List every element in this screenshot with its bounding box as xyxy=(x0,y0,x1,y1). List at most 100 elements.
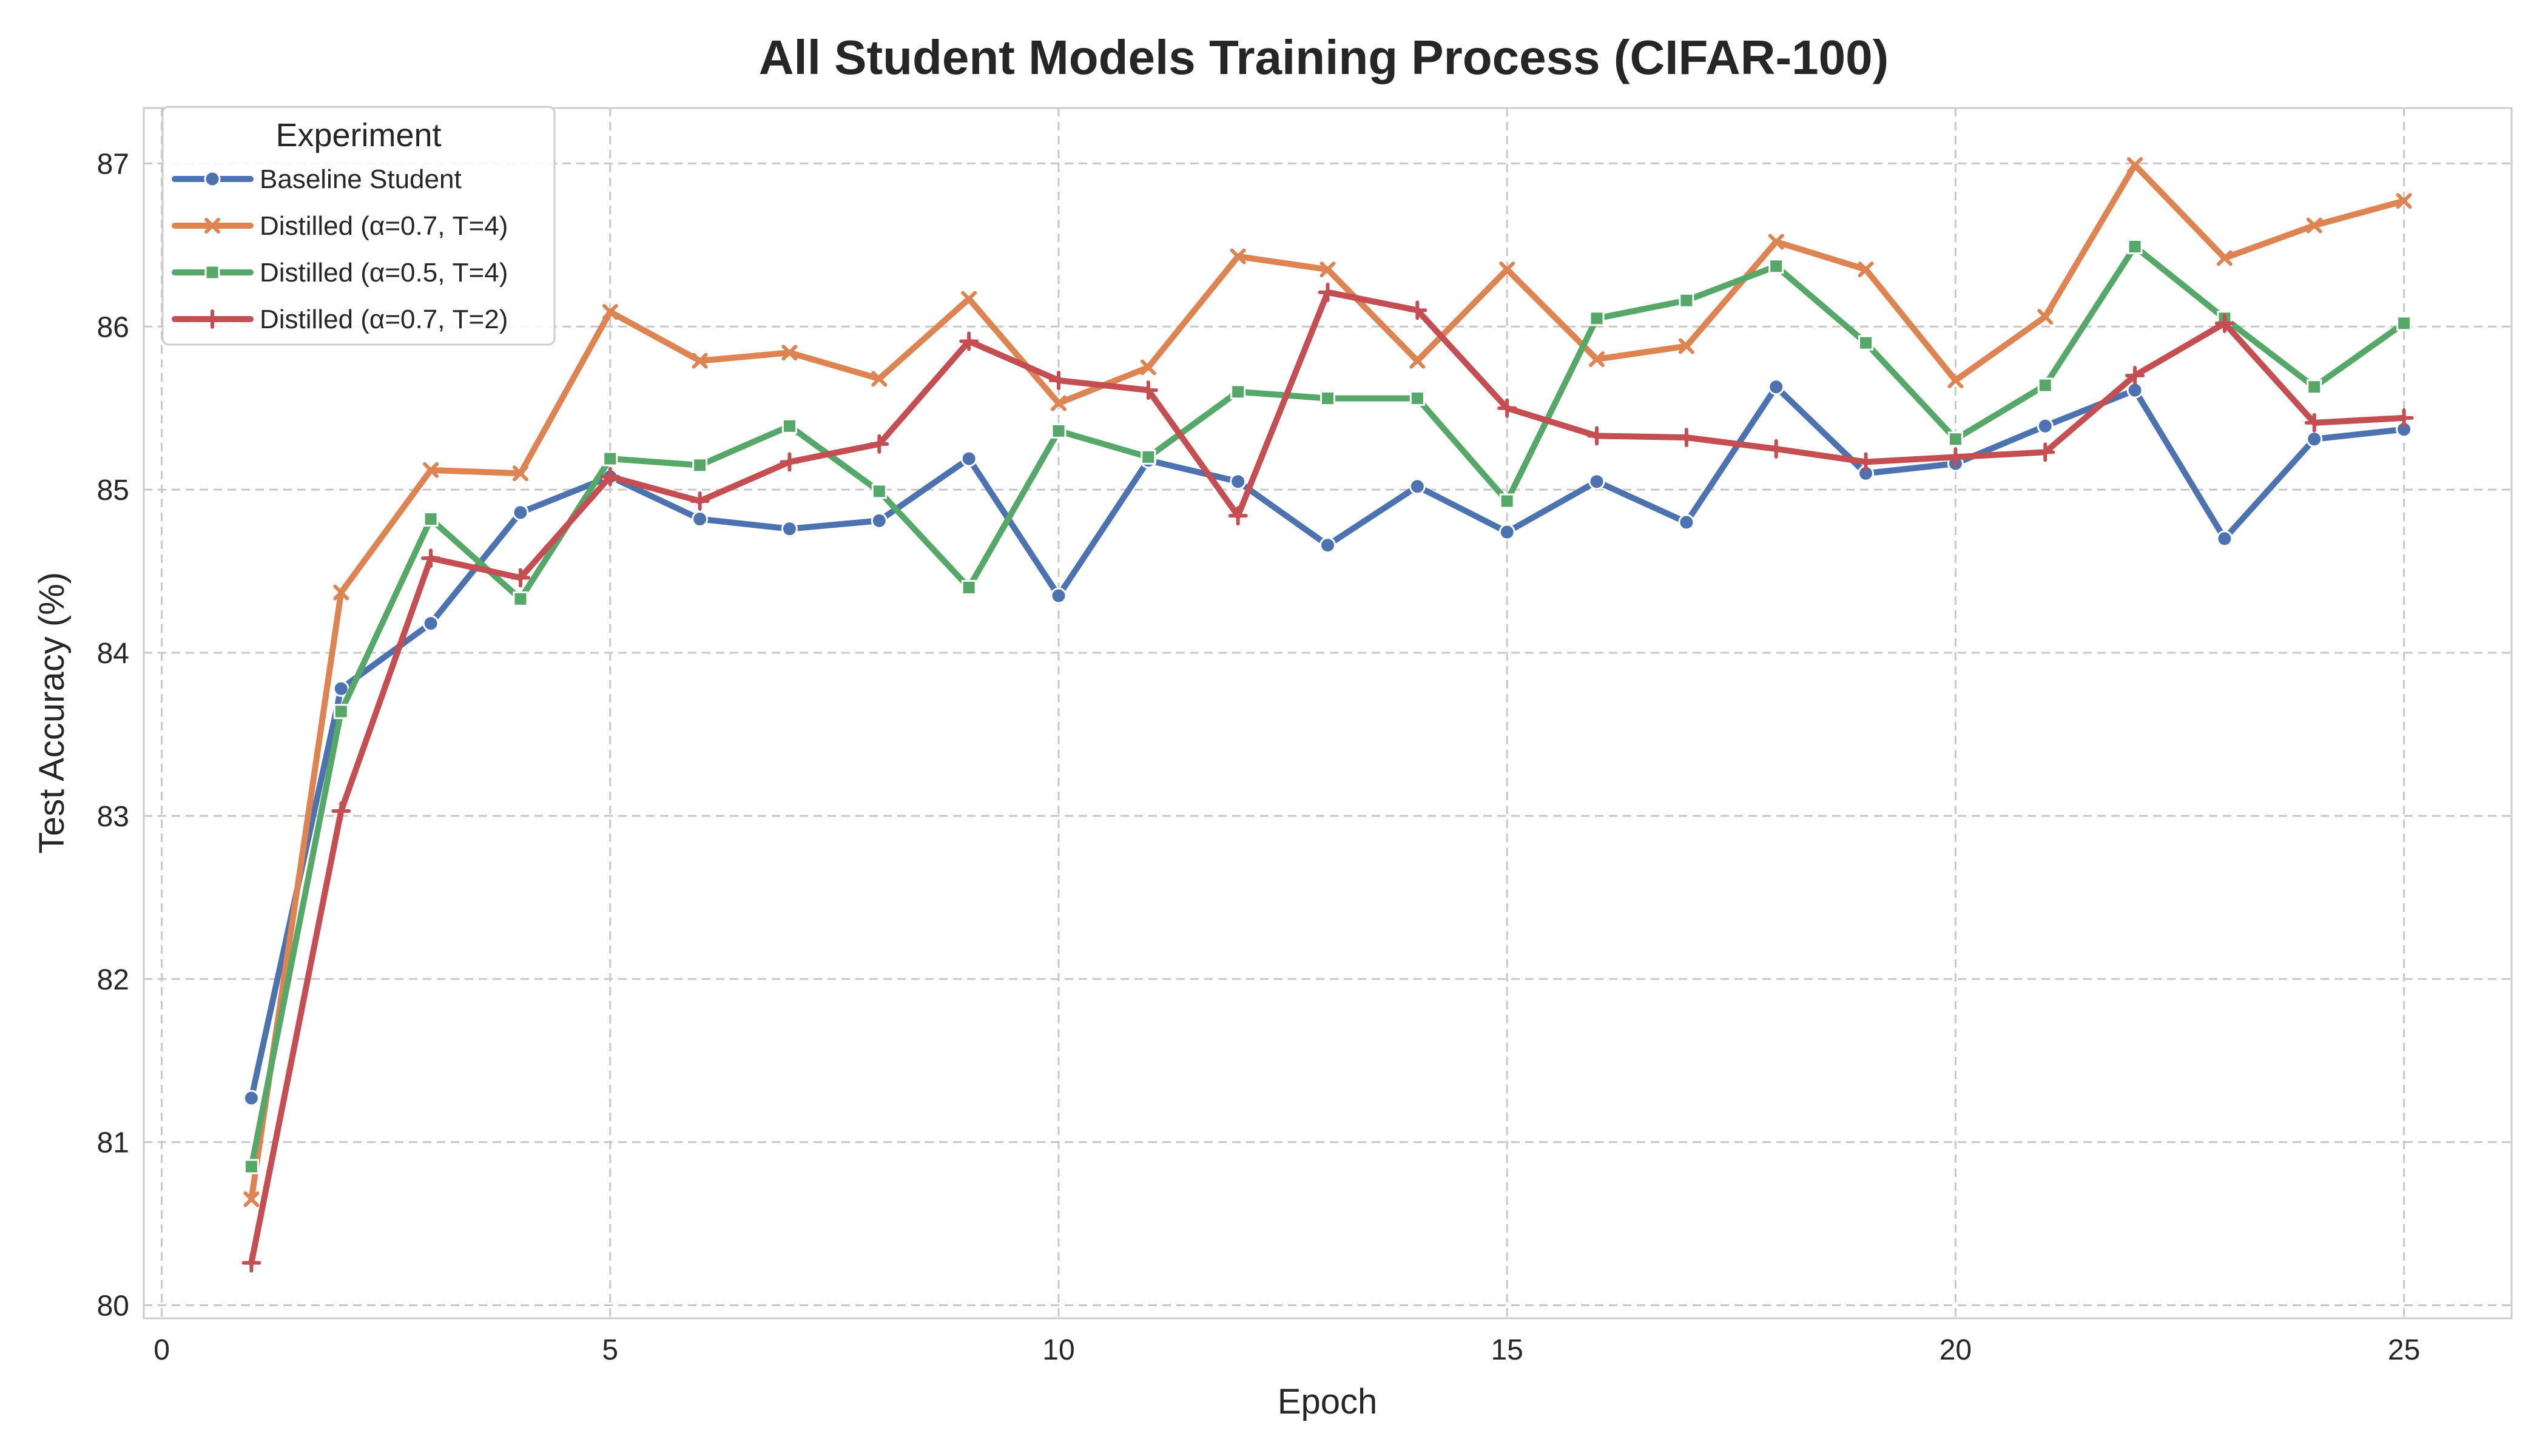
x-tick-label: 0 xyxy=(153,1334,170,1366)
data-point xyxy=(1678,514,1695,531)
data-point xyxy=(1858,261,1874,278)
legend-title: Experiment xyxy=(275,117,441,153)
legend-item: Distilled (α=0.5, T=4) xyxy=(172,258,508,288)
legend-item: Baseline Student xyxy=(172,164,462,194)
y-tick-label: 84 xyxy=(97,638,129,670)
series-line xyxy=(248,243,2407,1170)
series-4 xyxy=(241,282,2414,1273)
data-point xyxy=(1588,473,1605,490)
data-point xyxy=(2216,530,2233,547)
data-point xyxy=(2216,250,2233,266)
data-point xyxy=(1228,506,1248,526)
data-point xyxy=(1318,282,1338,302)
data-point xyxy=(1230,384,1246,400)
data-point xyxy=(2394,408,2414,428)
data-point xyxy=(510,568,530,588)
data-point xyxy=(422,615,439,632)
data-point xyxy=(692,352,708,369)
x-tick-label: 20 xyxy=(1940,1334,1972,1366)
data-point xyxy=(1050,587,1067,604)
data-point xyxy=(1230,473,1247,490)
data-point xyxy=(690,491,710,511)
data-point xyxy=(1678,338,1694,354)
legend-marker xyxy=(203,309,222,329)
legend-marker xyxy=(204,170,221,187)
x-axis-label: Epoch xyxy=(1278,1382,1377,1421)
data-point xyxy=(421,548,441,568)
data-point xyxy=(1499,261,1515,278)
data-point xyxy=(781,521,798,538)
legend-label: Baseline Student xyxy=(260,164,462,194)
series-1 xyxy=(243,379,2413,1107)
data-point xyxy=(692,511,709,528)
data-point xyxy=(2037,377,2053,393)
data-point xyxy=(1497,398,1517,418)
data-point xyxy=(871,512,888,529)
data-point xyxy=(1946,447,1966,467)
data-point xyxy=(1409,478,1426,495)
legend-label: Distilled (α=0.7, T=4) xyxy=(260,211,508,241)
data-point xyxy=(781,418,797,434)
data-point xyxy=(1230,248,1246,265)
data-point xyxy=(2396,315,2412,331)
data-point xyxy=(1587,426,1607,446)
data-point xyxy=(331,801,351,821)
legend: Experiment Baseline Student Distilled (α=0… xyxy=(161,106,556,346)
y-axis: 80 81 82 83 84 85 86 87 xyxy=(97,148,129,1322)
legend-item: Distilled (α=0.7, T=2) xyxy=(172,305,508,334)
data-point xyxy=(781,345,798,361)
y-tick-label: 86 xyxy=(97,311,129,343)
chart-title: All Student Models Training Process (CIF… xyxy=(759,30,1889,84)
data-point xyxy=(2035,442,2055,462)
data-point xyxy=(959,331,979,351)
legend-label: Distilled (α=0.7, T=2) xyxy=(260,305,508,334)
data-point xyxy=(243,1191,260,1207)
x-tick-label: 15 xyxy=(1491,1334,1523,1366)
data-point xyxy=(423,462,439,478)
data-point xyxy=(602,304,618,320)
data-point xyxy=(692,457,708,473)
data-point xyxy=(243,1159,259,1175)
data-point xyxy=(333,704,349,720)
data-point xyxy=(1676,428,1696,448)
x-tick-label: 5 xyxy=(602,1334,618,1366)
data-point xyxy=(602,451,618,467)
data-point xyxy=(1409,352,1426,369)
data-point xyxy=(2307,379,2322,395)
legend-marker xyxy=(204,265,220,280)
data-point xyxy=(1141,449,1156,465)
plot-area xyxy=(143,107,2513,1320)
data-point xyxy=(869,434,889,454)
data-point xyxy=(512,465,528,482)
data-point xyxy=(600,467,620,487)
y-axis-label: Test Accuracy (%) xyxy=(32,572,72,854)
data-point xyxy=(1858,335,1874,351)
data-point xyxy=(2127,239,2143,255)
data-point xyxy=(961,579,977,595)
x-tick-label: 10 xyxy=(1042,1334,1074,1366)
data-point xyxy=(2306,431,2323,448)
data-point xyxy=(1320,391,1335,406)
series-layer xyxy=(241,157,2414,1273)
data-point xyxy=(871,484,887,499)
data-point xyxy=(332,680,349,697)
y-tick-label: 80 xyxy=(97,1290,129,1322)
data-point xyxy=(961,291,977,307)
data-point xyxy=(780,452,800,472)
y-tick-label: 83 xyxy=(97,801,129,833)
series-2 xyxy=(243,157,2412,1207)
data-point xyxy=(1409,391,1425,406)
data-point xyxy=(243,1090,260,1107)
data-point xyxy=(1856,452,1876,472)
data-point xyxy=(333,584,349,601)
y-tick-label: 85 xyxy=(97,474,129,507)
data-point xyxy=(1679,292,1694,308)
data-point xyxy=(871,371,888,387)
data-point xyxy=(2037,309,2054,325)
data-point xyxy=(1768,379,1785,396)
data-point xyxy=(1499,493,1515,509)
y-tick-label: 87 xyxy=(97,148,129,180)
data-point xyxy=(1768,234,1784,250)
y-tick-label: 81 xyxy=(97,1127,129,1159)
